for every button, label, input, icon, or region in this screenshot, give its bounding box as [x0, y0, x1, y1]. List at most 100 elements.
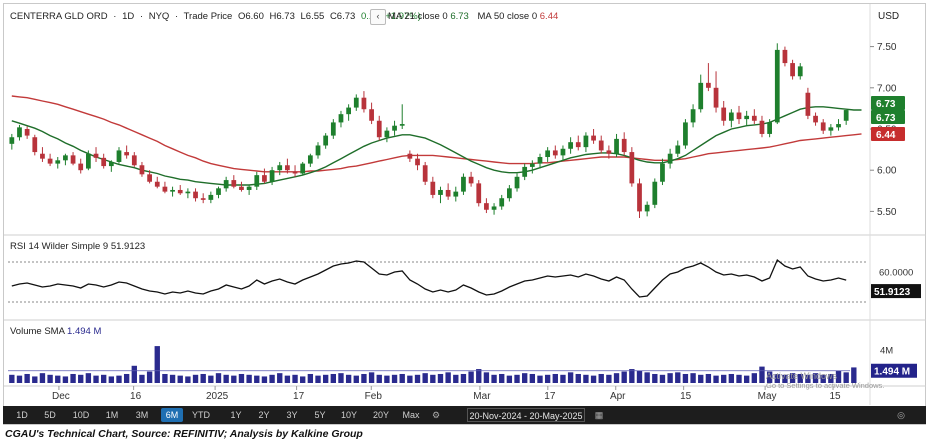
volume-bar	[85, 373, 92, 383]
candle-body	[774, 49, 780, 123]
volume-badge-bg	[871, 363, 917, 378]
volume-bar	[652, 373, 658, 383]
range-button-5y[interactable]: 5Y	[314, 410, 326, 420]
x-tick-label: 15	[680, 391, 692, 402]
candle-body	[430, 181, 436, 195]
candle-body	[330, 122, 336, 136]
candle-body	[353, 97, 359, 108]
volume-bar	[322, 374, 329, 383]
volume-bar	[759, 366, 765, 383]
candle-body	[606, 150, 612, 154]
candle-body	[675, 145, 681, 154]
ma50-badge: 6.44	[876, 130, 896, 141]
volume-bar	[820, 374, 826, 383]
candle-body	[690, 109, 696, 123]
x-tick-label: Feb	[365, 391, 383, 402]
candle-body	[323, 135, 329, 146]
volume-bar	[123, 373, 130, 383]
settings-gear-icon[interactable]: ⚙	[431, 410, 441, 420]
candle-body	[9, 137, 15, 144]
volume-bar	[743, 375, 750, 383]
candle-body	[239, 186, 244, 190]
chart-settings-icon[interactable]: ◎	[897, 410, 905, 420]
rsi-tick-label: 60.0000	[879, 268, 913, 279]
volume-bar	[116, 375, 122, 383]
volume-bar	[659, 374, 666, 383]
calendar-icon[interactable]: ▦	[594, 410, 604, 420]
candle-body	[751, 115, 757, 121]
range-button-1y[interactable]: 1Y	[230, 410, 242, 420]
volume-bar	[32, 376, 38, 383]
volume-bar	[514, 374, 520, 383]
candle-body	[85, 153, 91, 169]
candle-body	[285, 165, 290, 171]
ma50-label: MA 50 close 0	[477, 11, 538, 22]
candle-body	[139, 165, 145, 175]
range-button-max[interactable]: Max	[402, 410, 420, 420]
range-button-1d[interactable]: 1D	[16, 410, 28, 420]
candle-body	[32, 137, 38, 153]
candle-body	[453, 191, 459, 197]
x-tick-label: 15	[829, 391, 841, 402]
candle-body	[484, 203, 489, 210]
candle-body	[17, 127, 22, 138]
volume-bar	[805, 374, 811, 383]
candle-body	[269, 170, 275, 182]
range-button-2y[interactable]: 2Y	[258, 410, 270, 420]
candle-body	[637, 183, 642, 212]
volume-bar	[361, 373, 367, 383]
candle-body	[415, 158, 420, 166]
volume-bar	[522, 373, 528, 383]
volume-bar	[215, 373, 222, 383]
range-button-3y[interactable]: 3Y	[286, 410, 298, 420]
volume-bar	[47, 374, 53, 383]
range-button-1m[interactable]: 1M	[105, 410, 119, 420]
candle-body	[713, 87, 719, 108]
candle-body	[369, 109, 374, 121]
volume-bar	[453, 374, 459, 383]
ma21-line	[11, 106, 862, 186]
candle-body	[93, 153, 99, 158]
candle-body	[759, 120, 765, 134]
volume-bar	[606, 374, 612, 383]
date-range-field[interactable]: 20-Nov-2024 - 20-May-2025	[467, 408, 585, 422]
volume-bar	[483, 372, 490, 383]
candle-body	[422, 165, 428, 182]
volume-bar	[721, 374, 727, 383]
range-button-10d[interactable]: 10D	[72, 410, 90, 420]
volume-badge: 1.494 M	[874, 367, 910, 378]
volume-bar	[476, 369, 482, 383]
range-button-6m[interactable]: 6M	[161, 408, 183, 422]
volume-bar	[667, 373, 673, 383]
candle-body	[652, 181, 658, 205]
candle-body	[445, 189, 451, 197]
candle-body	[491, 206, 497, 210]
volume-bar	[598, 373, 604, 383]
volume-bar	[437, 373, 444, 383]
range-button-10y[interactable]: 10Y	[340, 410, 357, 420]
candle-body	[254, 175, 260, 187]
candle-body	[70, 155, 76, 164]
volume-bar	[843, 372, 849, 383]
candle-body	[598, 140, 604, 151]
candle-body	[736, 112, 742, 120]
range-button-5d[interactable]: 5D	[44, 410, 56, 420]
candle-body	[361, 97, 367, 110]
volume-bar	[583, 374, 589, 383]
candle-body	[629, 152, 635, 184]
volume-bar	[177, 375, 183, 383]
volume-bar	[675, 372, 681, 383]
range-button-20y[interactable]: 20Y	[372, 410, 389, 420]
candle-body	[537, 157, 543, 164]
candle-body	[683, 122, 688, 146]
volume-bar	[384, 375, 390, 383]
x-tick-label: Mar	[473, 391, 491, 402]
range-button-ytd[interactable]: YTD	[192, 410, 210, 420]
range-button-3m[interactable]: 3M	[135, 410, 149, 420]
candle-body	[47, 158, 53, 164]
volume-bar	[544, 374, 551, 383]
collapse-legend-icon[interactable]: ‹	[370, 9, 386, 25]
volume-bar	[307, 373, 314, 383]
x-tick-label: Dec	[52, 391, 70, 402]
